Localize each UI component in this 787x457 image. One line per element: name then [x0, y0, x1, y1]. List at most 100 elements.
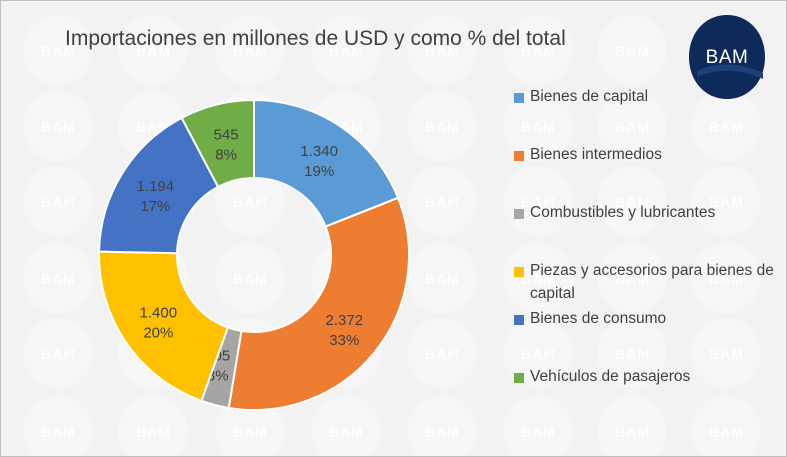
slice-value-label: 2.372 [326, 312, 364, 329]
legend-swatch [514, 151, 524, 161]
watermark-text: BAM [41, 43, 76, 59]
legend-label: Piezas y accesorios para bienes de capit… [530, 262, 774, 302]
watermark-circle [597, 166, 667, 236]
slice-percent-label: 8% [215, 146, 237, 163]
legend-item: Bienes de consumo [514, 307, 780, 330]
watermark-circle [407, 396, 477, 456]
watermark-text: BAM [615, 271, 650, 287]
slice-percent-label: 19% [304, 163, 334, 180]
watermark-text: BAM [709, 119, 744, 135]
slice-value-label: 1.340 [300, 143, 338, 160]
watermark-circle [503, 243, 573, 313]
watermark-circle [215, 243, 285, 313]
watermark-text: BAM [233, 424, 268, 440]
legend-item: Combustibles y lubricantes [514, 201, 780, 224]
watermark-text: BAM [521, 346, 556, 362]
watermark-text: BAM [329, 43, 364, 59]
watermark-text: BAM [41, 119, 76, 135]
logo-text: BAM [705, 47, 749, 68]
watermark-circle [23, 243, 93, 313]
legend-swatch [514, 267, 524, 277]
watermark-text: BAM [615, 119, 650, 135]
slice-percent-label: 20% [143, 325, 173, 342]
watermark-circle [597, 91, 667, 161]
chart-title: Importaciones en millones de USD y como … [65, 27, 566, 50]
donut-slice [180, 98, 255, 189]
slice-percent-label: 33% [329, 332, 359, 349]
legend-label: Vehículos de pasajeros [530, 368, 691, 385]
legend-label: Bienes intermedios [530, 146, 662, 163]
legend-item: Vehículos de pasajeros [514, 365, 780, 388]
watermark-circle [311, 15, 381, 85]
watermark-circle [118, 396, 188, 456]
watermark-circle [503, 396, 573, 456]
watermark-text: BAM [329, 424, 364, 440]
watermark-circle [691, 243, 761, 313]
watermark-text: BAM [521, 194, 556, 210]
bam-logo: BAM [687, 13, 767, 101]
watermark-text: BAM [425, 346, 460, 362]
watermark-circle [407, 91, 477, 161]
watermark-circle [407, 318, 477, 388]
watermark-text: BAM [233, 194, 268, 210]
watermark-text: BAM [425, 119, 460, 135]
watermark-text: BAM [615, 346, 650, 362]
watermark-circle [597, 243, 667, 313]
watermark-circle [23, 166, 93, 236]
watermark-circle [691, 166, 761, 236]
legend-swatch [514, 373, 524, 383]
watermark-text: BAM [709, 194, 744, 210]
watermark-text: BAM [41, 271, 76, 287]
watermark-text: BAM [615, 43, 650, 59]
watermark-text: BAM [41, 424, 76, 440]
watermark-circle [311, 396, 381, 456]
watermark-text: BAM [709, 424, 744, 440]
watermark-text: BAM [521, 424, 556, 440]
watermark-circle [503, 166, 573, 236]
watermark-text: BAM [233, 271, 268, 287]
watermark-text: BAM [136, 424, 171, 440]
watermark-circle [407, 243, 477, 313]
watermark-text: BAM [41, 346, 76, 362]
slice-percent-label: 17% [140, 198, 170, 215]
watermark-text: BAM [425, 194, 460, 210]
watermark-text: BAM [709, 346, 744, 362]
watermark-circle [23, 15, 93, 85]
watermark-text: BAM [233, 43, 268, 59]
legend-swatch [514, 315, 524, 325]
legend-item: Bienes intermedios [514, 143, 780, 166]
watermark-circle [23, 318, 93, 388]
donut-slice [253, 98, 400, 228]
legend-label: Combustibles y lubricantes [530, 204, 716, 221]
watermark-text: BAM [521, 119, 556, 135]
legend-item: Bienes de capital [514, 85, 780, 108]
legend-label: Bienes de consumo [530, 310, 667, 327]
legend-item: Piezas y accesorios para bienes de capit… [514, 259, 780, 305]
watermark-circle [215, 15, 285, 85]
legend-swatch [514, 93, 524, 103]
legend-swatch [514, 209, 524, 219]
watermark-circle [597, 318, 667, 388]
slice-value-label: 545 [214, 126, 239, 143]
watermark-text: BAM [425, 424, 460, 440]
watermark-circle [23, 396, 93, 456]
donut-slice [227, 196, 410, 411]
watermark-circle [597, 396, 667, 456]
watermark-text: BAM [425, 271, 460, 287]
watermark-circle [407, 15, 477, 85]
watermark-text: BAM [136, 43, 171, 59]
slice-value-label: 1.400 [140, 305, 178, 322]
legend-label: Bienes de capital [530, 88, 649, 105]
watermark-circle [691, 91, 761, 161]
watermark-text: BAM [615, 424, 650, 440]
watermark-text: BAM [41, 194, 76, 210]
watermark-text: BAM [709, 271, 744, 287]
donut-slice [98, 250, 230, 403]
watermark-text: BAM [521, 43, 556, 59]
watermark-circle [23, 91, 93, 161]
watermark-circle [503, 15, 573, 85]
watermark-circle [407, 166, 477, 236]
watermark-text: BAM [521, 271, 556, 287]
